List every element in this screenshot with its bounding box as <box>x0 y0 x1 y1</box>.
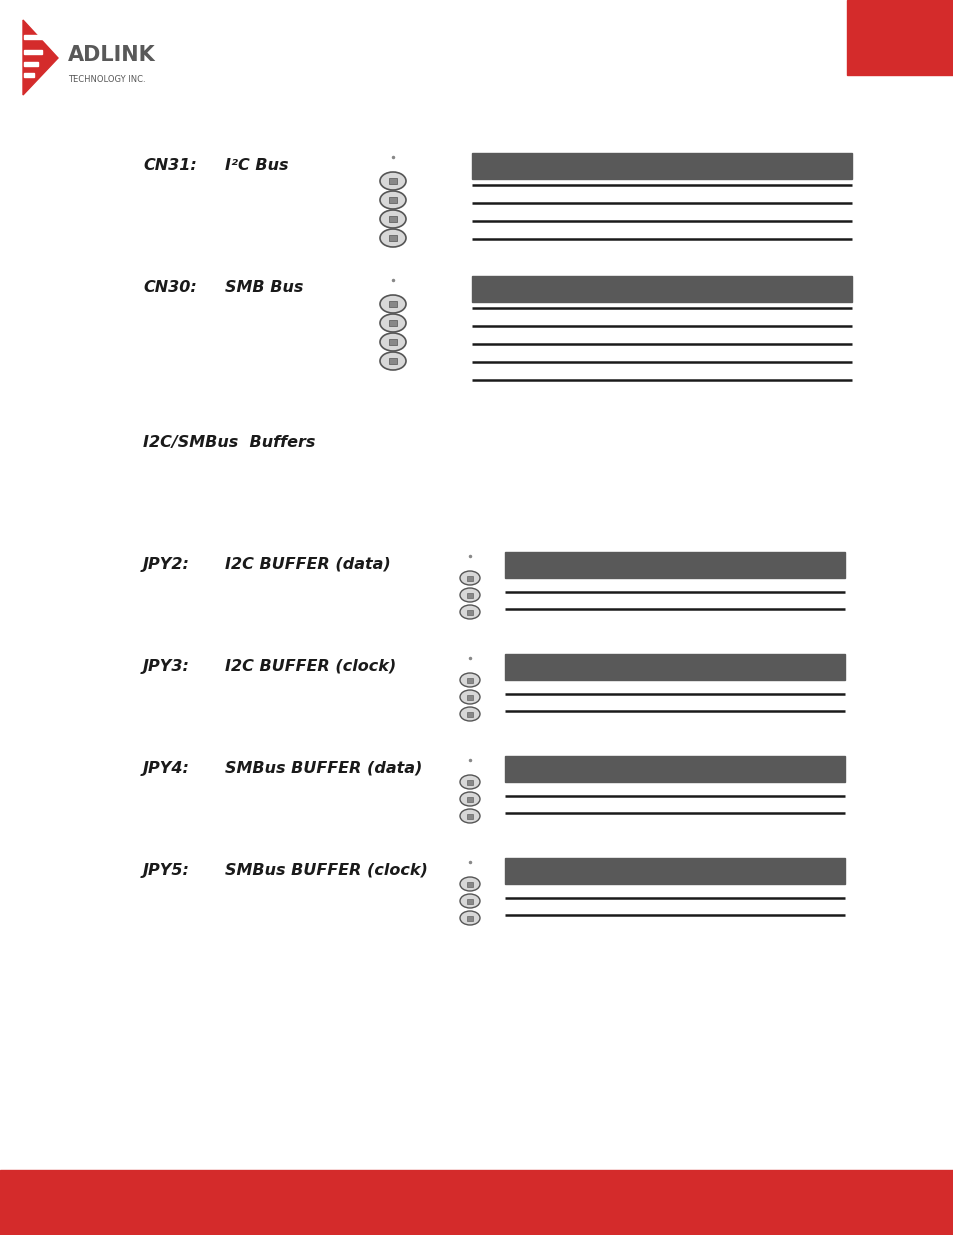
Bar <box>472 153 851 179</box>
Ellipse shape <box>459 894 479 908</box>
Bar <box>24 62 38 65</box>
Bar <box>389 301 396 308</box>
Ellipse shape <box>379 172 406 190</box>
Bar <box>467 814 473 819</box>
Ellipse shape <box>379 191 406 209</box>
Bar <box>467 593 473 598</box>
Bar <box>389 216 396 222</box>
Text: SMBus BUFFER (clock): SMBus BUFFER (clock) <box>225 862 428 878</box>
Text: ADLINK: ADLINK <box>68 44 155 65</box>
Text: SMBus BUFFER (data): SMBus BUFFER (data) <box>225 761 422 776</box>
Ellipse shape <box>459 792 479 806</box>
Text: I2C/SMBus  Buffers: I2C/SMBus Buffers <box>143 435 315 450</box>
Text: JPY3:: JPY3: <box>143 658 190 673</box>
Bar <box>472 275 851 303</box>
Ellipse shape <box>459 911 479 925</box>
Ellipse shape <box>379 352 406 370</box>
Bar <box>467 576 473 580</box>
Polygon shape <box>23 20 58 95</box>
Bar <box>389 178 396 184</box>
Bar <box>467 610 473 615</box>
Bar <box>467 797 473 802</box>
Ellipse shape <box>459 776 479 789</box>
Ellipse shape <box>459 588 479 601</box>
Bar <box>0 1170 953 1235</box>
Bar <box>24 73 34 77</box>
Bar <box>504 858 844 884</box>
Text: CN31:: CN31: <box>143 158 196 173</box>
Bar <box>467 678 473 683</box>
Bar <box>467 915 473 920</box>
Bar <box>24 49 42 54</box>
Ellipse shape <box>459 673 479 687</box>
Text: I²C Bus: I²C Bus <box>225 158 288 173</box>
Ellipse shape <box>379 333 406 351</box>
Text: JPY5:: JPY5: <box>143 862 190 878</box>
Bar <box>389 235 396 241</box>
Bar <box>389 338 396 345</box>
Text: JPY2:: JPY2: <box>143 557 190 572</box>
Ellipse shape <box>459 571 479 585</box>
Bar <box>504 655 844 680</box>
Bar <box>504 756 844 782</box>
Bar <box>467 899 473 904</box>
Ellipse shape <box>379 228 406 247</box>
Bar <box>846 0 953 75</box>
Ellipse shape <box>379 314 406 332</box>
Bar <box>467 779 473 784</box>
Text: I2C BUFFER (data): I2C BUFFER (data) <box>225 557 391 572</box>
Ellipse shape <box>459 690 479 704</box>
Text: TECHNOLOGY INC.: TECHNOLOGY INC. <box>68 75 146 84</box>
Bar <box>389 198 396 203</box>
Bar <box>504 552 844 578</box>
Text: JPY4:: JPY4: <box>143 761 190 776</box>
Ellipse shape <box>459 877 479 890</box>
Bar <box>389 320 396 326</box>
Bar <box>389 358 396 364</box>
Bar <box>467 694 473 699</box>
Text: SMB Bus: SMB Bus <box>225 280 303 295</box>
Ellipse shape <box>459 605 479 619</box>
Text: I2C BUFFER (clock): I2C BUFFER (clock) <box>225 658 395 673</box>
Ellipse shape <box>379 210 406 228</box>
Ellipse shape <box>459 706 479 721</box>
Bar <box>24 35 46 40</box>
Ellipse shape <box>459 809 479 823</box>
Ellipse shape <box>379 295 406 312</box>
Text: CN30:: CN30: <box>143 280 196 295</box>
Bar <box>467 882 473 887</box>
Bar <box>467 711 473 716</box>
